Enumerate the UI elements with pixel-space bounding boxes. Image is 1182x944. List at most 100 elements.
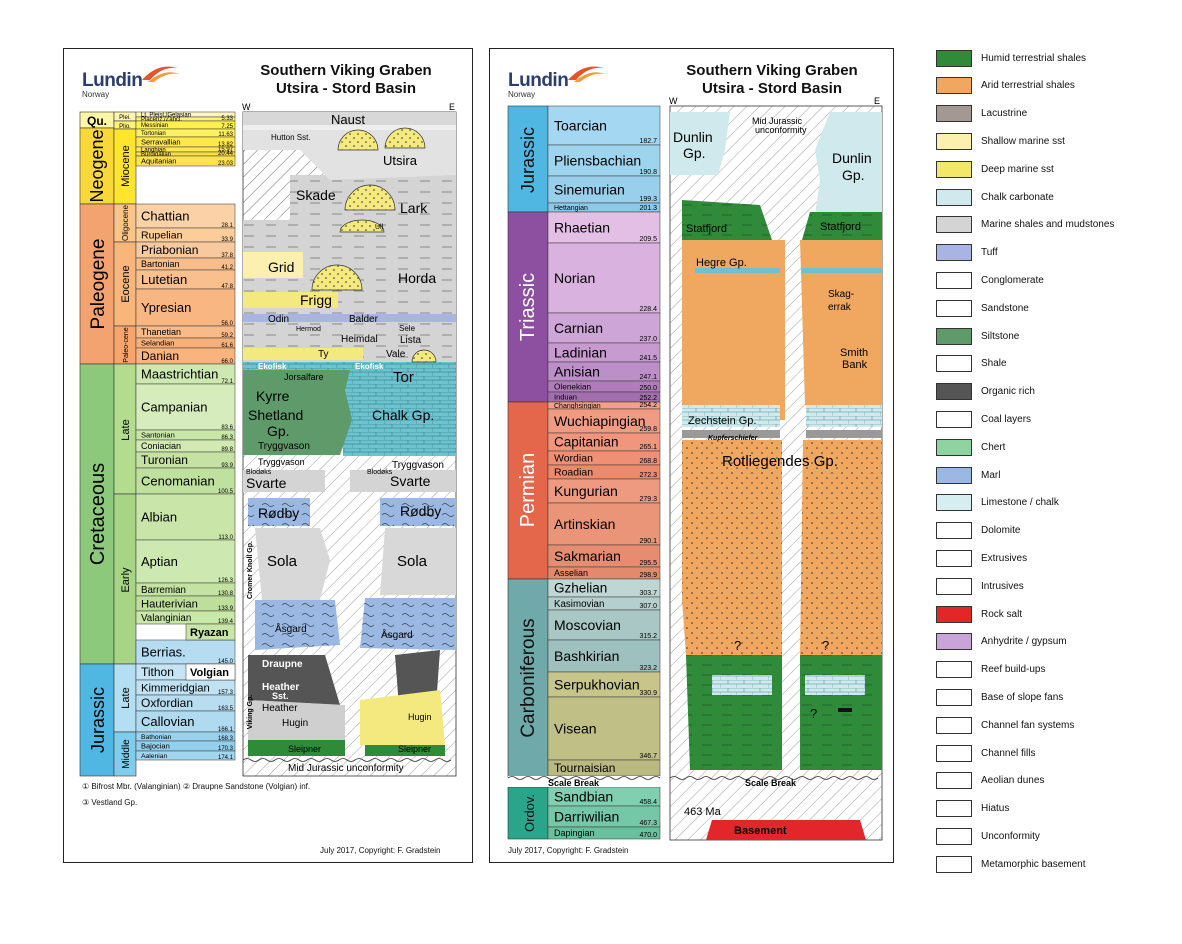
unit-skagerrak: errak xyxy=(828,302,852,313)
scale-break-band xyxy=(508,776,660,787)
legend-item: Limestone / chalk xyxy=(936,493,1059,513)
skagerrak-anhydrite-band xyxy=(802,268,882,273)
unit-dunlin: Dunlin xyxy=(673,129,713,145)
stage-name: Selandian xyxy=(141,339,174,348)
unit-heimdal: Heimdal xyxy=(341,334,378,345)
right-title: Southern Viking Graben Utsira - Stord Ba… xyxy=(664,62,880,98)
stage-age: 265.1 xyxy=(639,444,657,451)
legend-swatch xyxy=(936,216,972,234)
legend-swatch xyxy=(936,661,972,679)
legend-item: Hiatus xyxy=(936,799,1009,819)
stage-cell xyxy=(135,493,236,541)
stage-name: Bartonian xyxy=(141,259,180,269)
stage-name: Rhaetian xyxy=(554,219,610,235)
stage-name: Sinemurian xyxy=(554,181,625,197)
stage-age: 15.97 xyxy=(218,147,234,153)
unit-tryggvason: Tryggvason xyxy=(258,441,310,452)
left-lundin-logo: Lundin Norway xyxy=(82,70,143,99)
zechstein-limestone-left xyxy=(682,405,780,427)
legend-item: Channel fan systems xyxy=(936,715,1074,735)
stage-age: 252.2 xyxy=(639,395,657,402)
legend-swatch xyxy=(936,410,972,428)
stage-age: 157.3 xyxy=(218,690,234,696)
unit-hutton: Hutton Sst. xyxy=(271,133,311,142)
unit-heather: Heather xyxy=(262,703,298,714)
asgard-marl-right xyxy=(360,598,456,650)
stage-age: 28.1 xyxy=(221,223,233,229)
vale-fan xyxy=(411,349,437,363)
stage-name: Tithon xyxy=(141,665,174,679)
stage-name: Barremian xyxy=(141,585,186,596)
unit-tor: Tor xyxy=(393,369,414,386)
legend-item: Anhydrite / gypsum xyxy=(936,632,1067,652)
stage-age: 5.33 xyxy=(221,116,233,122)
legend-label: Chalk carbonate xyxy=(981,191,1054,203)
stage-age: 168.3 xyxy=(218,736,234,742)
legend-label: Intrusives xyxy=(981,580,1024,592)
legend-label: Base of slope fans xyxy=(981,691,1064,703)
legend-item: Organic rich xyxy=(936,382,1035,402)
stage-age: 199.3 xyxy=(639,196,657,203)
kupferschiefer-left xyxy=(682,430,780,438)
stage-cell xyxy=(547,408,661,434)
stage-name: Lt. Pleist./Gelasian xyxy=(141,113,191,119)
period-label-neogene: Neogene xyxy=(87,129,107,202)
tor-limestone xyxy=(343,370,456,456)
unit-asgard: Åsgard xyxy=(275,622,307,635)
legend-item: Unconformity xyxy=(936,826,1040,846)
stage-age: 467.3 xyxy=(639,820,657,827)
legend-swatch xyxy=(936,105,972,123)
stage-cell xyxy=(547,478,661,504)
left-footnote-1: ① Bifrost Mbr. (Valanginian) ② Draupne S… xyxy=(82,782,311,791)
epoch-label: Oligocene xyxy=(121,204,130,241)
unit-chalk-gp: Chalk Gp. xyxy=(372,407,434,423)
unit-odin: Odin xyxy=(268,314,289,325)
stage-name: Bathonian xyxy=(141,734,172,741)
stage-name: Thanetian xyxy=(141,327,181,337)
statfjord-right xyxy=(802,212,882,240)
period-label: Jurassic xyxy=(518,127,538,193)
legend-item: Reef build-ups xyxy=(936,660,1045,680)
period-jurassic xyxy=(507,105,549,213)
legend-swatch xyxy=(936,383,972,401)
epoch-label: Middle xyxy=(121,739,132,769)
stage-name: Capitanian xyxy=(554,435,619,450)
right-lundin-logo: Lundin Norway xyxy=(508,70,569,99)
unit-blodoks: Blodøks xyxy=(367,469,393,476)
stage-name: Pliensbachian xyxy=(554,152,641,168)
unconformity-line xyxy=(242,758,452,762)
svarte-shale-left xyxy=(243,470,325,492)
unit-balder: Balder xyxy=(349,314,379,325)
legend-label: Channel fan systems xyxy=(981,719,1075,731)
legend-item: Chalk carbonate xyxy=(936,187,1054,207)
stage-age: 209.5 xyxy=(639,236,657,243)
stage-name: Callovian xyxy=(141,714,194,729)
stage-age: 174.1 xyxy=(218,755,234,761)
stage-name: Albian xyxy=(141,510,177,525)
unit-grid: Grid xyxy=(268,259,294,275)
hegre-anhydrite-band xyxy=(695,268,780,273)
stage-name: Dapingian xyxy=(554,828,595,838)
legend-label: Tuff xyxy=(981,247,998,259)
stage-name: Burdigalian xyxy=(141,152,171,158)
stage-age: 182.7 xyxy=(639,138,657,145)
unit-vale: Vale xyxy=(386,349,406,360)
legend-swatch xyxy=(936,188,972,206)
logo-mark xyxy=(568,66,606,82)
age-463-ma: 463 Ma xyxy=(684,806,722,818)
period-label-cretaceous: Cretaceous xyxy=(87,463,109,565)
legend-swatch xyxy=(936,327,972,345)
hugin-sst xyxy=(360,690,445,745)
stage-name: Campanian xyxy=(141,400,208,415)
legend: Humid terrestrial shales Arid terrestrial… xyxy=(936,48,1176,878)
stage-cell xyxy=(547,696,661,761)
unit-skagerrak: Skag- xyxy=(828,289,854,300)
unit-frigg: Frigg xyxy=(300,292,332,308)
utsira-fan-2 xyxy=(384,127,426,149)
stage-age: 47.8 xyxy=(221,284,233,290)
grid-fan xyxy=(311,264,363,291)
stage-age: 315.2 xyxy=(639,633,657,640)
stage-name: Darriwilian xyxy=(554,808,619,824)
dunlin-chalk-left xyxy=(670,112,730,175)
rodby-marl-left xyxy=(248,498,310,526)
